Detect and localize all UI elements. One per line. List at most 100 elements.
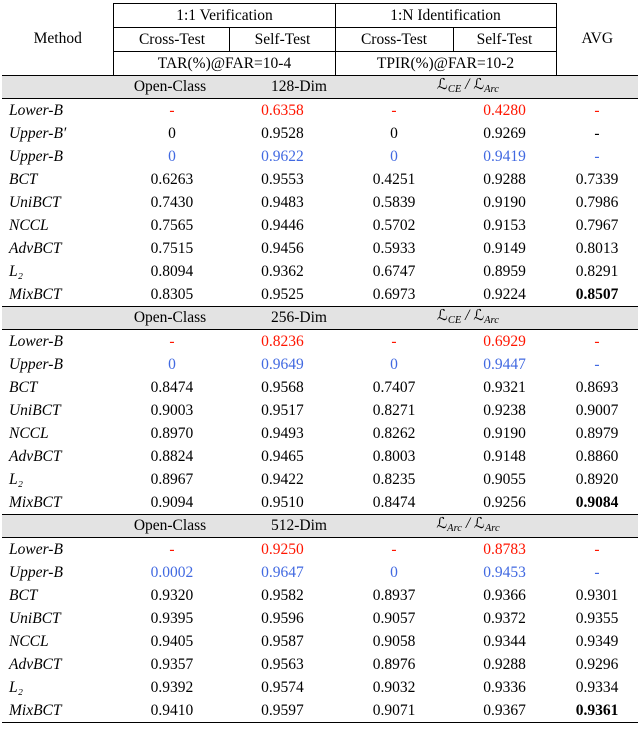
value-cell: 0.9224 <box>483 285 526 303</box>
table-row: NCCL 0.9405 0.9587 0.9058 0.9344 0.9349 <box>2 630 638 653</box>
value-cell: 0.9055 <box>483 470 526 488</box>
section-header-row: Open-Class 256-Dim ℒCE / ℒArc <box>1 306 638 330</box>
header-subcol-row: Cross-Test Self-Test Cross-Test Self-Tes… <box>2 27 638 52</box>
section-header-cell: Open-Class 512-Dim ℒArc / ℒArc <box>1 514 638 538</box>
table-row: Upper-B 0 0.9622 0 0.9419 - <box>2 145 638 168</box>
method-cell: Upper-B <box>8 355 63 373</box>
value-cell: 0.8236 <box>261 332 304 350</box>
method-cell: UniBCT <box>8 609 61 627</box>
table-row: AdvBCT 0.8824 0.9465 0.8003 0.9148 0.8860 <box>2 445 638 468</box>
table-row: Lower-B - 0.9250 - 0.8783 - <box>2 538 638 562</box>
avg-cell: 0.7339 <box>575 170 619 188</box>
value-cell: 0.9568 <box>261 378 304 396</box>
value-cell: 0.9647 <box>261 563 304 581</box>
value-cell: 0.9336 <box>483 678 526 696</box>
script-l-symbol: ℒ <box>437 75 448 94</box>
method-cell: UniBCT <box>8 193 61 211</box>
value-cell: 0.8003 <box>372 447 416 465</box>
value-cell: 0.9372 <box>483 609 526 627</box>
value-cell: 0.8937 <box>372 586 416 604</box>
method-cell: L₂ <box>8 678 23 696</box>
avg-cell: - <box>594 124 600 142</box>
table-row: Upper-B 0.0002 0.9647 0 0.9453 - <box>2 561 638 584</box>
value-cell: 0.8262 <box>372 424 416 442</box>
avg-cell: - <box>594 355 600 373</box>
table-body: Open-Class 128-Dim ℒCE / ℒArc Lower-B - 0.635… <box>1 75 638 723</box>
value-cell: 0.6929 <box>483 332 526 350</box>
value-cell: - <box>169 540 175 558</box>
script-l-symbol: ℒ <box>473 75 485 94</box>
value-cell: 0.6263 <box>150 170 194 188</box>
table-row: L₂ 0.8967 0.9422 0.8235 0.9055 0.8920 <box>2 468 638 491</box>
value-cell: 0.9649 <box>261 355 304 373</box>
section-class-label: Open-Class <box>133 78 207 95</box>
table-row: Lower-B - 0.8236 - 0.6929 - <box>2 330 638 354</box>
value-cell: 0.9153 <box>483 216 526 234</box>
value-cell: 0.9405 <box>150 632 194 650</box>
value-cell: 0.9269 <box>483 124 526 142</box>
value-cell: 0.9582 <box>261 586 304 604</box>
table-row: Upper-B 0 0.9649 0 0.9447 - <box>2 353 638 376</box>
table-row: L₂ 0.8094 0.9362 0.6747 0.8959 0.8291 <box>2 260 638 283</box>
section-class-label: Open-Class <box>133 309 207 326</box>
value-cell: 0.9148 <box>483 447 526 465</box>
section-loss-label: ℒCE / ℒArc <box>437 306 499 327</box>
value-cell: 0.7430 <box>150 193 194 211</box>
value-cell: 0.9250 <box>261 540 304 558</box>
avg-cell: - <box>594 563 600 581</box>
value-cell: 0.9367 <box>483 701 526 719</box>
value-cell: 0.9483 <box>261 193 304 211</box>
method-cell: Lower-B <box>8 332 63 350</box>
method-cell: AdvBCT <box>8 447 62 465</box>
table-row: L₂ 0.9392 0.9574 0.9032 0.9336 0.9334 <box>2 676 638 699</box>
value-cell: 0.9553 <box>261 170 304 188</box>
avg-cell: 0.9334 <box>575 678 619 696</box>
value-cell: 0.9321 <box>483 378 526 396</box>
avg-cell: 0.8860 <box>575 447 619 465</box>
value-cell: 0.4280 <box>483 101 526 119</box>
value-cell: 0.9094 <box>150 493 194 511</box>
avg-cell: 0.8291 <box>575 262 619 280</box>
value-cell: 0.9465 <box>261 447 304 465</box>
section-dim-label: 128-Dim <box>271 78 327 95</box>
verification-metric-header: TAR(%)@FAR=10-4 <box>113 51 336 76</box>
value-cell: 0.9525 <box>261 285 304 303</box>
value-cell: - <box>169 332 175 350</box>
section-dim-label: 512-Dim <box>271 517 327 534</box>
script-l-symbol: ℒ <box>437 306 448 325</box>
method-cell: MixBCT <box>8 701 62 719</box>
avg-cell: 0.9349 <box>575 632 619 650</box>
table-row: Lower-B - 0.6358 - 0.4280 - <box>2 99 638 123</box>
value-cell: 0.9190 <box>483 424 526 442</box>
section-class-label: Open-Class <box>133 517 207 534</box>
value-cell: 0.9003 <box>150 401 194 419</box>
value-cell: 0.9057 <box>372 609 416 627</box>
section-header-row: Open-Class 128-Dim ℒCE / ℒArc <box>1 75 638 99</box>
value-cell: 0.9446 <box>261 216 304 234</box>
value-cell: 0.9493 <box>261 424 304 442</box>
value-cell: 0.4251 <box>372 170 416 188</box>
table-row: UniBCT 0.9395 0.9596 0.9057 0.9372 0.9355 <box>2 607 638 630</box>
value-cell: 0.9597 <box>261 701 304 719</box>
value-cell: 0.9288 <box>483 655 526 673</box>
method-cell: NCCL <box>8 424 49 442</box>
table-row: Upper-B′ 0 0.9528 0 0.9269 - <box>2 122 638 145</box>
value-cell: 0 <box>390 124 398 142</box>
value-cell: 0.9366 <box>483 586 526 604</box>
avg-cell: 0.9007 <box>575 401 619 419</box>
value-cell: 0 <box>168 147 176 165</box>
method-cell: Upper-B <box>8 563 63 581</box>
value-cell: 0 <box>168 355 176 373</box>
avg-cell: 0.8979 <box>575 424 619 442</box>
method-cell: L₂ <box>8 262 23 280</box>
method-cell: NCCL <box>8 216 49 234</box>
value-cell: 0.9510 <box>261 493 304 511</box>
avg-cell: 0.9355 <box>575 609 619 627</box>
header-group-row: Method 1:1 Verification 1:N Identificati… <box>1 3 638 76</box>
results-table: Method 1:1 Verification 1:N Identificati… <box>1 3 638 723</box>
section-loss-label: ℒCE / ℒArc <box>437 75 499 96</box>
method-cell: Upper-B <box>8 147 63 165</box>
avg-cell: 0.8013 <box>575 239 619 257</box>
value-cell: - <box>391 540 397 558</box>
value-cell: 0.8783 <box>483 540 526 558</box>
